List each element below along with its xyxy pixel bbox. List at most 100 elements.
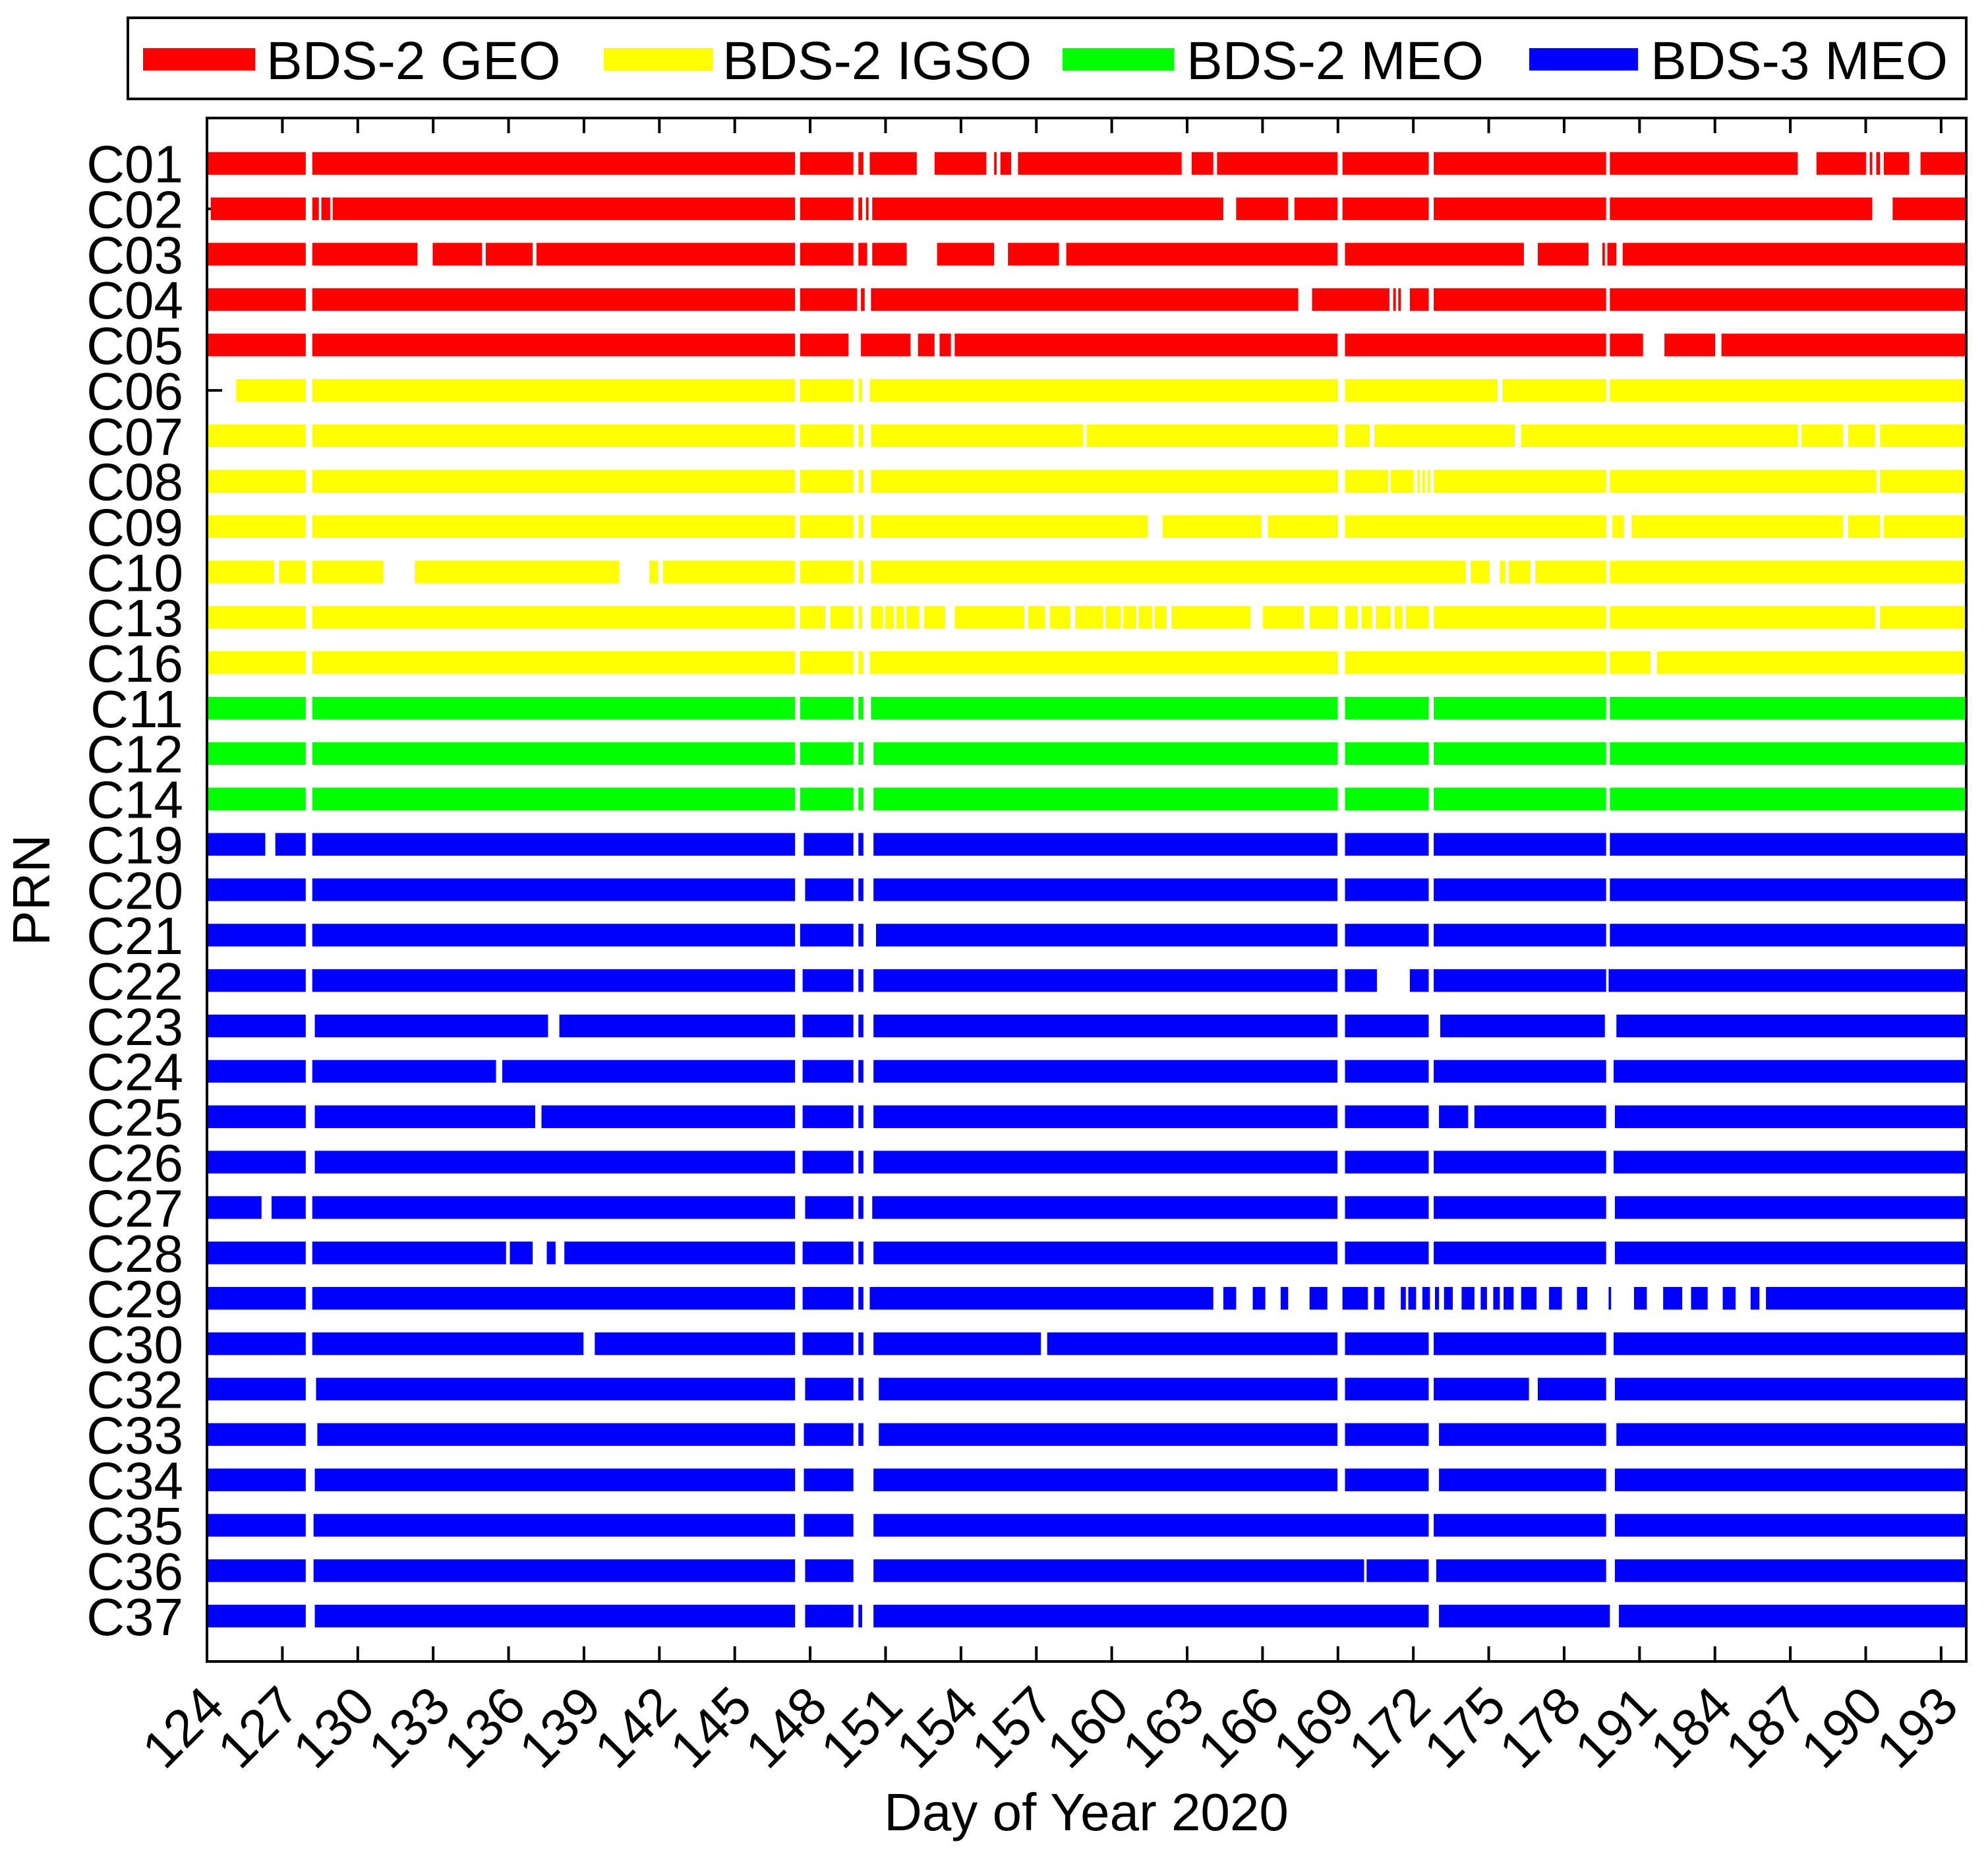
bar-segment-c09 — [1883, 515, 1966, 538]
bar-segment-c29 — [1461, 1286, 1475, 1310]
bar-segment-c34 — [804, 1468, 854, 1491]
bar-segment-c29 — [1663, 1286, 1683, 1310]
bar-segment-c14 — [800, 787, 854, 810]
bar-segment-c30 — [858, 1332, 863, 1356]
bar-segment-c27 — [872, 1196, 1338, 1219]
bar-segment-c10 — [1500, 560, 1505, 583]
bar-segment-c21 — [1434, 924, 1606, 947]
bar-segment-c20 — [1434, 878, 1606, 901]
bar-segment-c08 — [1345, 469, 1388, 493]
bar-segment-c05 — [939, 334, 951, 357]
bar-segment-c09 — [1345, 515, 1606, 538]
bar-segment-c10 — [1535, 560, 1606, 583]
bar-segment-c14 — [858, 787, 863, 810]
y-tick-label-c04: C04 — [86, 271, 183, 330]
bar-segment-c16 — [1345, 651, 1606, 674]
bar-segment-c32 — [858, 1377, 863, 1401]
bar-segment-c14 — [1610, 787, 1966, 810]
bar-segment-c01 — [858, 152, 863, 175]
y-tick-label-c13: C13 — [86, 589, 183, 647]
bar-segment-c07 — [1345, 424, 1370, 448]
bar-segment-c25 — [207, 1105, 306, 1128]
bar-segment-c05 — [861, 334, 911, 357]
y-tick-label-c23: C23 — [86, 998, 183, 1056]
bar-segment-c02 — [210, 197, 306, 220]
y-tick-label-c34: C34 — [86, 1451, 183, 1510]
bar-segment-c33 — [207, 1423, 306, 1446]
bar-segment-c19 — [804, 833, 854, 856]
bar-segment-c29 — [869, 1286, 1213, 1310]
bar-segment-c09 — [1268, 515, 1338, 538]
bar-segment-c23 — [1440, 1014, 1605, 1038]
bar-segment-c11 — [207, 696, 306, 720]
bar-segment-c20 — [873, 878, 1338, 901]
bar-segment-c36 — [1436, 1559, 1606, 1582]
bar-segment-c23 — [207, 1014, 306, 1038]
bar-segment-c36 — [873, 1559, 1364, 1582]
bar-segment-c30 — [1434, 1332, 1606, 1356]
bar-segment-c13 — [800, 606, 825, 629]
bar-segment-c24 — [1345, 1060, 1429, 1083]
bar-segment-c11 — [871, 696, 1338, 720]
bar-segment-c32 — [1434, 1377, 1529, 1401]
bar-segment-c29 — [1766, 1286, 1966, 1310]
bar-segment-c08 — [1880, 469, 1966, 493]
legend: BDS-2 GEO BDS-2 IGSO BDS-2 MEO BDS-3 MEO — [127, 16, 1968, 100]
bar-segment-c06 — [858, 378, 863, 402]
bar-segment-c08 — [800, 469, 854, 493]
bar-segment-c29 — [1408, 1286, 1417, 1310]
bar-segment-c13 — [1375, 606, 1391, 629]
bar-segment-c33 — [804, 1423, 854, 1446]
legend-swatch-bds2-igso — [604, 48, 713, 71]
bar-segment-c25 — [1474, 1105, 1606, 1128]
bar-segment-c01 — [800, 152, 854, 175]
bar-segment-c24 — [802, 1060, 854, 1083]
bar-segment-c07 — [871, 424, 1083, 448]
bar-segment-c07 — [1374, 424, 1515, 448]
bar-segment-c02 — [1610, 197, 1873, 220]
bar-segment-c02 — [858, 197, 863, 220]
bar-segment-c04 — [1393, 288, 1396, 311]
bar-segment-c08 — [207, 469, 306, 493]
availability-bars — [207, 152, 1966, 1628]
bar-segment-c14 — [207, 787, 306, 810]
y-tick-label-c25: C25 — [86, 1089, 183, 1147]
bar-segment-c06 — [1610, 378, 1966, 402]
bar-segment-c30 — [1614, 1332, 1966, 1356]
bar-segment-c06 — [800, 378, 854, 402]
bar-segment-c28 — [207, 1241, 306, 1265]
bar-segment-c13 — [1309, 606, 1338, 629]
bar-segment-c33 — [1345, 1423, 1429, 1446]
bar-segment-c03 — [1537, 243, 1589, 266]
y-tick-label-c09: C09 — [86, 498, 183, 556]
bar-segment-c13 — [1049, 606, 1070, 629]
bar-segment-c29 — [1608, 1286, 1612, 1310]
bar-segment-c01 — [1434, 152, 1606, 175]
bar-segment-c29 — [1252, 1286, 1266, 1310]
bar-segment-c03 — [485, 243, 533, 266]
bar-segment-c12 — [858, 742, 863, 765]
bar-segment-c29 — [1493, 1286, 1500, 1310]
bar-segment-c09 — [1162, 515, 1262, 538]
bar-segment-c20 — [805, 878, 854, 901]
bar-segment-c04 — [871, 288, 1299, 311]
bar-segment-c08 — [1390, 469, 1414, 493]
bar-segment-c09 — [207, 515, 306, 538]
y-tick-label-c29: C29 — [86, 1270, 183, 1329]
bar-segment-c32 — [207, 1377, 306, 1401]
legend-item-bds3-meo: BDS-3 MEO — [1529, 31, 1948, 91]
bar-segment-c37 — [805, 1604, 854, 1628]
bar-segment-c29 — [1434, 1286, 1440, 1310]
bar-segment-c29 — [1401, 1286, 1406, 1310]
bar-segment-c23 — [802, 1014, 854, 1038]
bar-segment-c25 — [858, 1105, 863, 1128]
bar-segment-c02 — [1892, 197, 1966, 220]
bar-segment-c33 — [879, 1423, 1338, 1446]
bar-segment-c22 — [1608, 969, 1966, 992]
bar-segment-c01 — [1018, 152, 1182, 175]
bar-segment-c12 — [312, 742, 796, 765]
bar-segment-c36 — [805, 1559, 854, 1582]
bar-segment-c10 — [415, 560, 619, 583]
bar-segment-c05 — [954, 334, 1338, 357]
y-tick-label-c28: C28 — [86, 1224, 183, 1283]
